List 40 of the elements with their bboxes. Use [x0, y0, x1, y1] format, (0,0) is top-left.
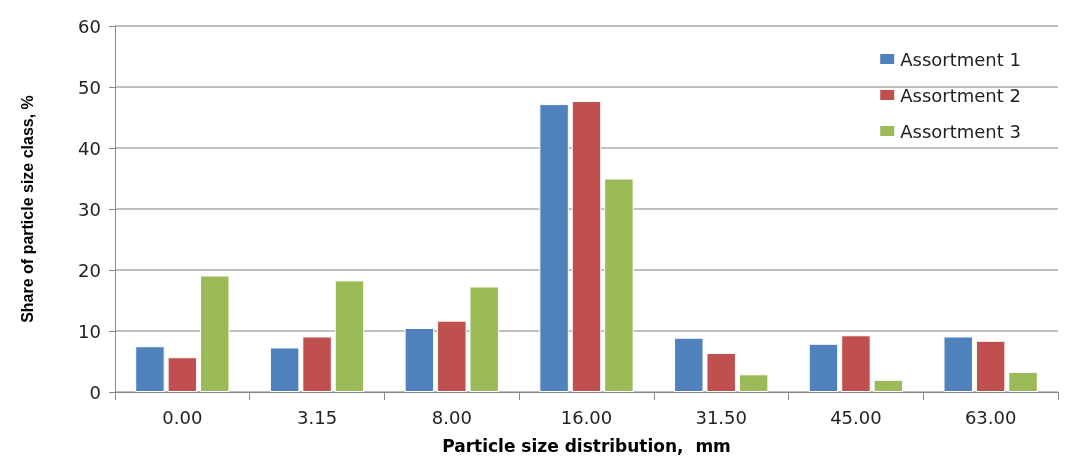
- x-tick-label: 63.00: [964, 406, 1017, 428]
- bar: [200, 275, 230, 392]
- bar: [334, 280, 365, 392]
- bar: [975, 340, 1006, 392]
- x-tick-label: 0.00: [162, 406, 203, 428]
- bar: [841, 335, 871, 392]
- x-tick-label: 8.00: [431, 406, 472, 428]
- x-tick-label: 31.50: [695, 406, 747, 428]
- y-tick-label: 60: [78, 15, 101, 37]
- bar: [604, 178, 634, 392]
- y-tick-label: 10: [78, 320, 101, 342]
- bar: [873, 379, 904, 392]
- bar: [539, 104, 569, 392]
- bar: [269, 347, 300, 392]
- bar: [437, 320, 467, 392]
- bar: [1008, 371, 1038, 392]
- y-tick-label: 30: [78, 198, 101, 220]
- y-tick-label: 40: [78, 137, 101, 159]
- x-tick-label: 45.00: [830, 406, 882, 428]
- bar: [302, 336, 332, 392]
- bar: [738, 374, 769, 392]
- x-axis-title: Particle size distribution, mm: [442, 435, 731, 456]
- bar: [674, 337, 704, 392]
- legend-label: Assortment 3: [900, 120, 1022, 142]
- bar: [943, 336, 973, 392]
- bar: [571, 101, 602, 392]
- bar: [706, 352, 736, 392]
- legend-label: Assortment 2: [900, 84, 1022, 106]
- y-tick-label: 0: [89, 381, 101, 403]
- y-axis-title: Share of particle size class, %: [18, 95, 36, 323]
- bar: [167, 357, 198, 392]
- legend-label: Assortment 1: [900, 48, 1022, 70]
- y-tick-label: 20: [78, 259, 101, 281]
- x-tick-label: 16.00: [560, 406, 613, 428]
- bar: [469, 286, 499, 392]
- bar: [135, 346, 165, 392]
- y-tick-label: 50: [78, 76, 101, 98]
- x-tick-label: 3.15: [297, 406, 338, 428]
- bar: [404, 327, 435, 392]
- bar: [808, 343, 839, 392]
